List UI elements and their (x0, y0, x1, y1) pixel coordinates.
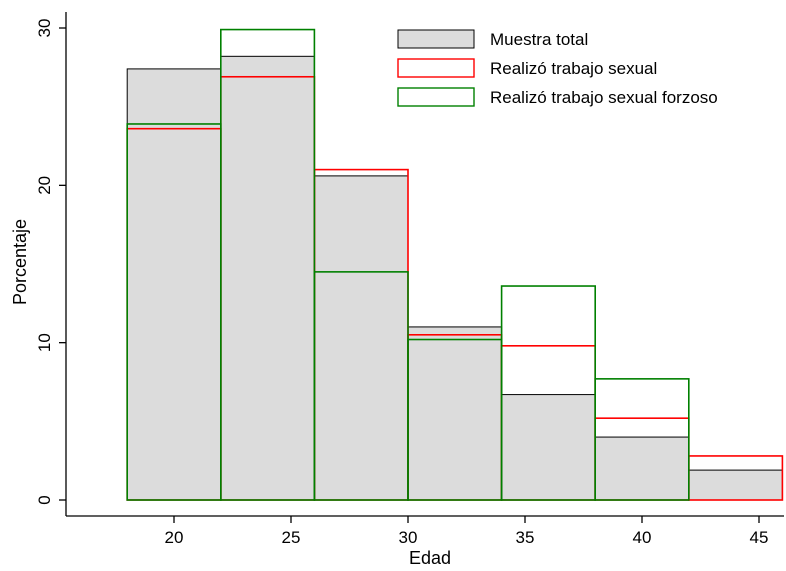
x-axis-title: Edad (409, 548, 451, 566)
legend: Muestra total Realizó trabajo sexual Reali… (397, 29, 718, 107)
bar-muestra-total-22-26 (220, 55, 315, 501)
legend-label-muestra-total: Muestra total (490, 30, 588, 49)
x-tick-label-45: 45 (750, 528, 769, 547)
bar-muestra-total-26-30 (313, 175, 409, 501)
x-tick-label-30: 30 (399, 528, 418, 547)
bar-muestra-total-18-22 (126, 68, 222, 501)
series-realizo-trabajo-sexual-forzoso (126, 28, 690, 501)
y-tick-label-0: 0 (35, 495, 54, 504)
bar-muestra-total-34-38 (501, 394, 596, 501)
y-axis-title: Porcentaje (10, 219, 30, 305)
series-muestra-total (126, 55, 783, 501)
bar-muestra-total-38-42 (594, 436, 690, 501)
bar-muestra-total-30-34 (407, 326, 503, 501)
bar-realizo-trabajo-sexual-forzoso-38-42 (594, 378, 690, 501)
x-tick-label-35: 35 (516, 528, 535, 547)
axes-layer (65, 12, 784, 517)
ticks-layer: 20 25 30 35 40 45 0 10 20 30 (35, 19, 768, 547)
y-tick-label-20: 20 (35, 176, 54, 195)
y-tick-label-30: 30 (35, 19, 54, 38)
x-tick-label-40: 40 (633, 528, 652, 547)
legend-swatch-realizo-trabajo-sexual (397, 58, 475, 78)
legend-label-realizo-trabajo-sexual-forzoso: Realizó trabajo sexual forzoso (490, 88, 718, 107)
bars-layer (126, 28, 784, 501)
legend-swatch-realizo-trabajo-sexual-forzoso (397, 87, 475, 107)
x-tick-label-20: 20 (165, 528, 184, 547)
y-tick-label-10: 10 (35, 333, 54, 352)
legend-label-realizo-trabajo-sexual: Realizó trabajo sexual (490, 59, 657, 78)
x-tick-label-25: 25 (282, 528, 301, 547)
bar-muestra-total-42-46 (688, 469, 783, 501)
legend-swatch-muestra-total (397, 29, 475, 49)
bar-realizo-trabajo-sexual-forzoso-22-26 (220, 28, 316, 501)
